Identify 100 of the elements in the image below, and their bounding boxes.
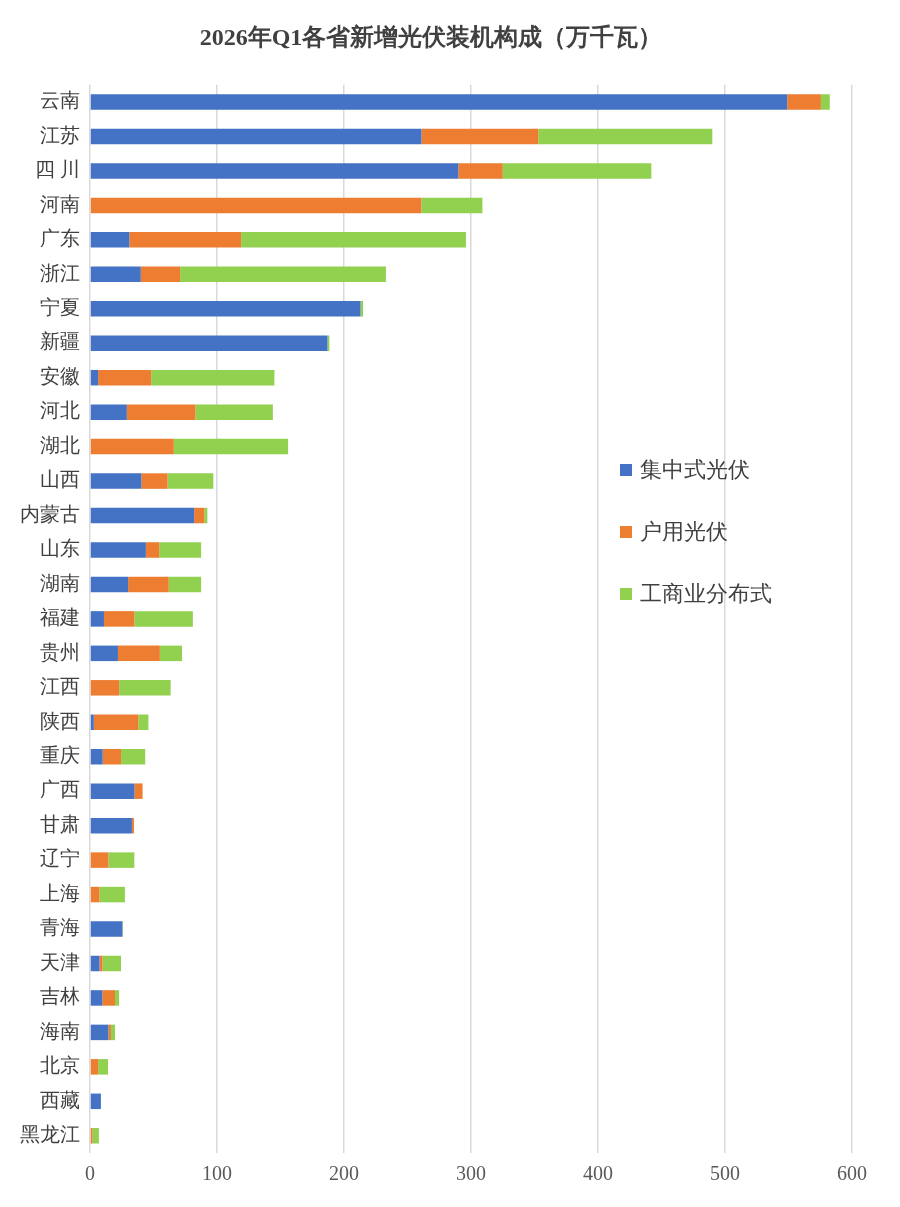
y-tick-label: 江西	[40, 675, 80, 698]
bar	[102, 748, 122, 765]
x-tick-label: 200	[329, 1162, 359, 1185]
x-tick-label: 0	[85, 1162, 95, 1185]
y-tick-label: 广西	[40, 778, 80, 801]
bar	[119, 680, 171, 696]
bar	[538, 128, 713, 145]
y-tick-label: 四 川	[35, 158, 80, 181]
x-tick-label: 500	[710, 1162, 740, 1185]
bar	[502, 163, 652, 179]
bar	[90, 232, 130, 248]
bar	[129, 232, 242, 248]
y-tick-label: 安徽	[40, 364, 80, 387]
y-tick-label: 陕西	[40, 709, 80, 732]
bar	[195, 404, 273, 420]
bar	[90, 404, 127, 420]
bar	[103, 611, 135, 627]
bar	[90, 611, 104, 627]
bar	[99, 955, 103, 972]
bar	[90, 163, 459, 179]
y-tick-label: 辽宁	[40, 847, 80, 870]
bar	[134, 611, 193, 627]
y-tick-label: 重庆	[40, 743, 80, 766]
bar	[90, 301, 361, 317]
bar	[820, 94, 830, 110]
y-tick-label: 青海	[40, 916, 80, 939]
y-tick-label: 江苏	[40, 123, 80, 146]
bar	[90, 197, 422, 214]
bar	[145, 542, 160, 558]
bar	[90, 542, 146, 558]
bar	[90, 1059, 99, 1075]
bar	[421, 128, 539, 145]
bar	[159, 645, 183, 662]
bar	[138, 714, 149, 731]
bar	[141, 473, 168, 489]
bar	[121, 748, 146, 765]
bar	[128, 576, 169, 593]
bar	[93, 714, 139, 731]
bar	[90, 748, 103, 765]
chart-title: 2026年Q1各省新增光伏装机构成（万千瓦）	[199, 23, 663, 50]
bar	[102, 990, 116, 1006]
bar	[98, 1059, 109, 1075]
bar	[99, 886, 125, 903]
y-tick-label: 河南	[40, 192, 80, 215]
bar	[787, 94, 821, 110]
bar	[90, 438, 174, 455]
y-tick-label: 海南	[40, 1019, 80, 1042]
y-tick-label: 广东	[40, 227, 80, 250]
bar	[90, 507, 195, 524]
bar	[98, 369, 152, 386]
bar	[90, 128, 422, 145]
x-tick-label: 400	[583, 1162, 613, 1185]
bar	[108, 852, 135, 868]
bar	[90, 645, 118, 662]
bar	[90, 1024, 109, 1041]
x-tick-label: 300	[456, 1162, 486, 1185]
bar	[173, 438, 289, 455]
y-tick-label: 山西	[40, 468, 80, 491]
legend-label: 户用光伏	[640, 518, 728, 546]
bar	[90, 369, 99, 386]
legend-label: 集中式光伏	[640, 456, 750, 484]
y-tick-label: 河北	[40, 399, 80, 422]
bar	[117, 645, 160, 662]
y-tick-label: 西藏	[40, 1088, 80, 1111]
bar	[204, 507, 208, 524]
bar	[90, 576, 129, 593]
bar	[115, 990, 120, 1006]
y-tick-label: 黑龙江	[20, 1123, 80, 1146]
y-tick-label: 云南	[40, 89, 80, 112]
bar	[90, 94, 788, 110]
bar	[90, 680, 120, 696]
bar	[90, 473, 142, 489]
bar	[180, 266, 386, 283]
bar	[134, 783, 143, 799]
bar	[90, 955, 100, 972]
x-tick-label: 600	[837, 1162, 867, 1185]
bar	[90, 852, 109, 868]
bar	[90, 1093, 101, 1110]
bar	[90, 817, 132, 834]
bar	[140, 266, 181, 283]
y-tick-label: 新疆	[40, 330, 80, 353]
bar	[126, 404, 196, 420]
x-tick-label: 100	[202, 1162, 232, 1185]
y-tick-label: 内蒙古	[20, 502, 80, 525]
bar	[458, 163, 503, 179]
y-tick-label: 湖南	[40, 571, 80, 594]
bar	[108, 1024, 111, 1041]
bar	[151, 369, 275, 386]
y-tick-label: 宁夏	[40, 296, 80, 319]
bar	[90, 886, 100, 903]
bar	[167, 473, 214, 489]
bar	[90, 714, 94, 731]
y-tick-label: 福建	[40, 606, 80, 629]
bar	[90, 921, 123, 937]
y-tick-label: 甘肃	[40, 812, 80, 835]
bar	[90, 266, 141, 283]
bar	[92, 1128, 99, 1144]
y-tick-label: 天津	[40, 950, 80, 973]
bar	[168, 576, 202, 593]
bar	[421, 197, 483, 214]
